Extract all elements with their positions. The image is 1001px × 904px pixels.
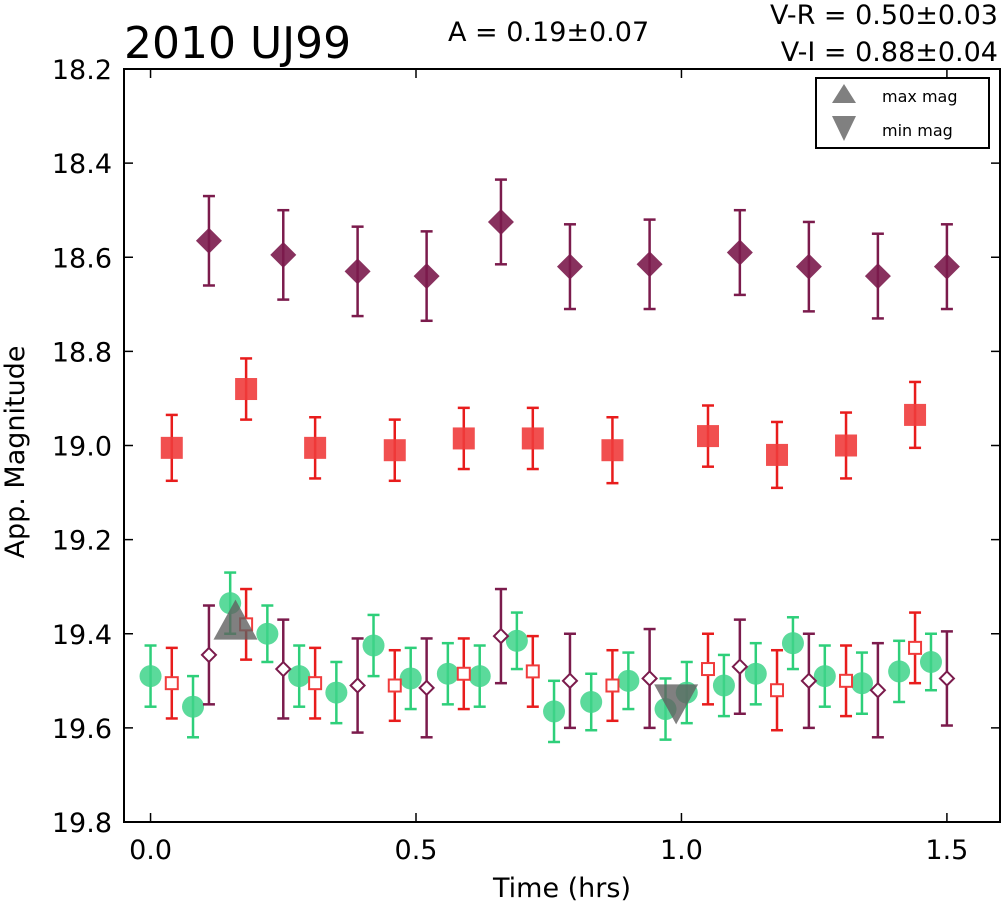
y-tick-label: 19.6 bbox=[52, 714, 112, 745]
axis-layer: 0.0 0.5 1.0 1.5 18.2 18.4 18.6 18.8 19.0 19.2 19.4… bbox=[52, 55, 1000, 866]
data-point bbox=[726, 239, 753, 266]
max-mag-marker bbox=[213, 599, 258, 640]
data-point bbox=[521, 427, 544, 450]
data-point bbox=[869, 681, 887, 699]
data-point bbox=[770, 683, 785, 698]
data-point bbox=[195, 227, 222, 254]
data-point bbox=[387, 678, 402, 693]
data-point bbox=[487, 208, 514, 235]
data-point bbox=[556, 253, 583, 280]
data-point bbox=[505, 629, 528, 652]
plot-frame bbox=[123, 68, 1001, 823]
data-point bbox=[344, 258, 371, 285]
legend: max mag min mag bbox=[815, 77, 990, 149]
data-point bbox=[288, 665, 311, 688]
data-point bbox=[933, 253, 960, 280]
data-point bbox=[413, 263, 440, 290]
data-point bbox=[452, 427, 475, 450]
data-point bbox=[781, 632, 804, 655]
legend-min-mag-label: min mag bbox=[882, 121, 953, 140]
series-square-open bbox=[164, 587, 923, 732]
data-point bbox=[904, 403, 927, 426]
y-tick-label: 18.2 bbox=[52, 55, 112, 86]
data-point bbox=[164, 676, 179, 691]
data-point bbox=[525, 664, 540, 679]
data-point bbox=[270, 241, 297, 268]
data-point bbox=[436, 662, 459, 685]
data-point bbox=[712, 674, 735, 697]
data-point bbox=[888, 660, 911, 683]
data-point bbox=[492, 627, 510, 645]
data-point bbox=[308, 676, 323, 691]
amplitude-annotation: A = 0.19±0.07 bbox=[448, 17, 649, 48]
data-point bbox=[908, 640, 923, 655]
data-point bbox=[456, 666, 471, 681]
data-point bbox=[200, 646, 218, 664]
data-point bbox=[766, 443, 789, 466]
min-mag-marker bbox=[654, 684, 699, 725]
data-point bbox=[636, 251, 663, 278]
y-tick-label: 19.0 bbox=[52, 432, 112, 463]
data-layer bbox=[139, 178, 960, 744]
data-point bbox=[399, 667, 422, 690]
chart-title: 2010 UJ99 bbox=[124, 18, 351, 69]
y-axis-label: App. Magnitude bbox=[0, 346, 31, 559]
x-tick-label: 0.5 bbox=[395, 835, 438, 866]
vr-color-annotation: V-R = 0.50±0.03 bbox=[770, 0, 998, 31]
series-diamond-filled bbox=[195, 178, 960, 323]
data-point bbox=[160, 436, 183, 459]
data-point bbox=[795, 253, 822, 280]
y-tick-label: 18.6 bbox=[52, 243, 112, 274]
y-tick-label: 18.8 bbox=[52, 337, 112, 368]
x-tick-label: 1.5 bbox=[925, 835, 968, 866]
data-point bbox=[139, 665, 162, 688]
data-point bbox=[304, 436, 327, 459]
data-point bbox=[418, 679, 436, 697]
data-point bbox=[919, 650, 942, 673]
data-point bbox=[701, 662, 715, 677]
vi-color-annotation: V-I = 0.88±0.04 bbox=[781, 37, 998, 68]
x-tick-label: 0.0 bbox=[129, 835, 172, 866]
data-point bbox=[641, 670, 659, 687]
data-point bbox=[349, 677, 367, 694]
data-point bbox=[543, 700, 566, 723]
y-tick-label: 19.2 bbox=[52, 526, 112, 557]
data-point bbox=[605, 678, 620, 693]
data-point bbox=[580, 690, 603, 713]
data-point bbox=[561, 672, 579, 690]
data-point bbox=[850, 672, 873, 695]
data-point bbox=[325, 681, 348, 704]
data-point bbox=[839, 673, 854, 688]
data-point bbox=[601, 439, 624, 462]
series-diamond-open bbox=[200, 587, 956, 739]
y-tick-label: 18.4 bbox=[52, 149, 112, 180]
data-point bbox=[182, 695, 205, 718]
data-point bbox=[235, 378, 258, 401]
data-point bbox=[274, 660, 292, 678]
data-point bbox=[864, 263, 891, 290]
legend-min-mag-triangle-icon bbox=[832, 116, 856, 141]
data-point bbox=[813, 665, 836, 688]
data-point bbox=[938, 670, 956, 687]
x-axis-label: Time (hrs) bbox=[492, 873, 631, 904]
data-point bbox=[383, 439, 406, 462]
data-point bbox=[256, 622, 279, 645]
data-point bbox=[731, 658, 749, 676]
series-square-filled bbox=[160, 357, 927, 490]
data-point bbox=[697, 425, 719, 448]
data-point bbox=[744, 662, 767, 685]
data-point bbox=[362, 634, 385, 657]
y-tick-label: 19.4 bbox=[52, 620, 112, 651]
legend-max-mag-triangle-icon bbox=[832, 84, 856, 103]
data-point bbox=[835, 434, 858, 457]
series-circle-filled bbox=[139, 571, 942, 744]
data-point bbox=[617, 669, 640, 692]
legend-max-mag-label: max mag bbox=[882, 87, 958, 106]
y-tick-label: 19.8 bbox=[52, 808, 112, 839]
data-point bbox=[468, 665, 491, 688]
data-point bbox=[800, 672, 818, 690]
x-tick-label: 1.0 bbox=[660, 835, 703, 866]
